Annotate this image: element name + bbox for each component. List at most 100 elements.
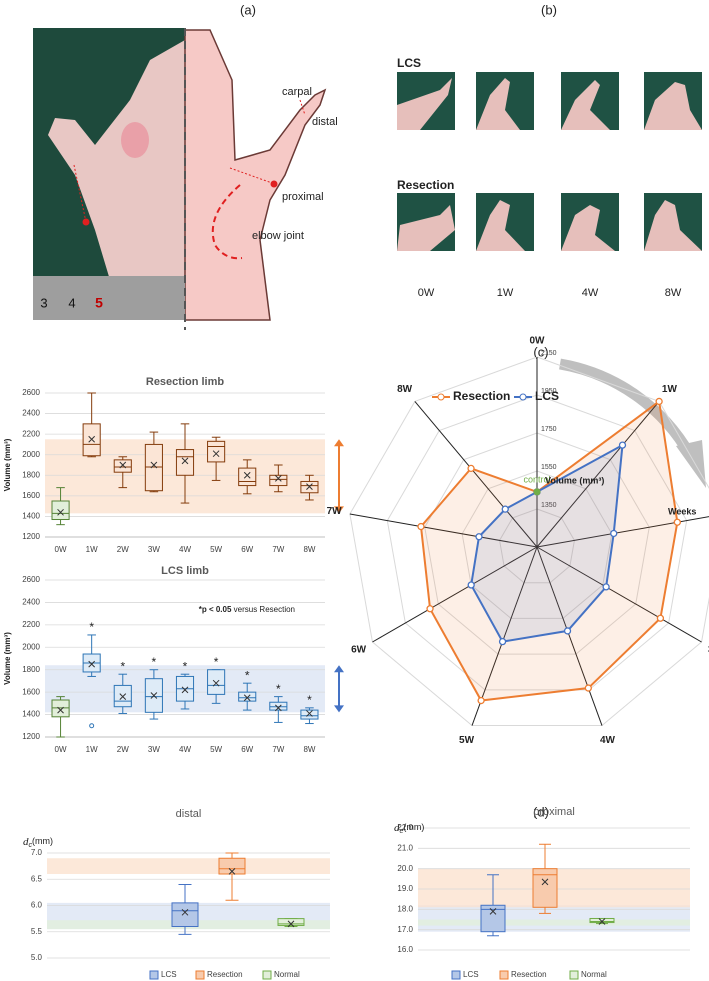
limb [397,78,452,130]
legend-label: Resection [453,389,510,403]
mean-marker [541,878,549,886]
x-tick-label: 5W [210,745,222,754]
box [207,440,226,463]
rat-drawing [184,29,327,321]
limb-shapes [397,78,702,251]
annotation-bold: *p < 0.05 [199,605,232,614]
radar-point [602,583,610,591]
limb [476,200,525,251]
mean-marker [150,692,158,699]
y-tick-label: 22.0 [397,823,413,832]
significance-marker: * [183,659,188,673]
mean-marker [150,461,158,469]
proximal-point [270,180,278,188]
range-band [418,919,690,926]
box [113,459,132,473]
radar-point [618,441,627,449]
legend-label: Normal [581,970,607,979]
legend-label: Normal [274,970,300,979]
radar-point [563,627,572,635]
x-tick-label: 5W [210,545,222,554]
mean-marker [181,457,189,465]
ruler-label: 5 [95,295,103,311]
x-tick-label: 2W [117,545,129,554]
radar-spoke [536,546,702,643]
photo-label: proximal [282,191,324,203]
radar-tick-label: 2150 [541,350,557,357]
radar-axis-label: 5W [459,735,475,746]
range-arrow-head [334,665,344,673]
radar-axis-label: 1W [662,384,678,395]
range-arrow-head [334,506,344,514]
y-tick-label: 2200 [22,429,40,438]
chart-title: LCS limb [161,565,209,577]
radar-point [426,605,434,613]
range-arrow-head [334,705,344,713]
significance-marker: * [245,668,250,682]
box [238,467,257,487]
box [218,857,246,875]
radar-spoke [349,513,538,548]
photo-b: LCS Resection 0W 1W 4W 8W [397,56,702,299]
radar-tick-label: 1950 [541,388,557,395]
x-tick-label: 6W [241,545,253,554]
radar-area [419,399,679,702]
panel-label: (b) [541,2,557,17]
mean-marker [306,710,313,717]
legend-label: LCS [463,970,479,979]
radar-tick-label: 1750 [541,426,557,433]
limb [476,78,520,130]
x-tick-label: 6W [241,745,253,754]
legend-marker [437,393,445,401]
ruler-label: 3 [40,295,47,310]
mean-marker [181,908,189,916]
mean-marker [243,471,251,479]
photo-line [73,164,87,223]
y-tick-label: 1800 [22,470,40,479]
y-tick-label: 6.0 [31,901,43,910]
radar-axis-label: 6W [351,645,367,656]
y-label-unit: (mm) [403,822,424,832]
photo-label: distal [312,116,338,128]
range-band [47,858,330,874]
mean-marker [57,508,64,516]
weeks-arrow-head [676,440,706,488]
limb [397,205,455,251]
x-tick-label: 3W [148,545,160,554]
radar-ring [499,508,575,584]
radar-point [584,684,592,692]
control-point [533,488,541,496]
box [144,443,163,492]
mean-marker [88,435,96,443]
mean-marker [287,920,295,928]
mean-marker [243,694,251,702]
x-tick-label: 7W [272,545,284,554]
x-tick-label: 0W [55,745,67,754]
column-label: 0W [418,287,435,299]
box [238,691,257,702]
mean-marker [489,908,497,915]
y-axis-label: dc(mm) [23,836,53,849]
x-tick-label: 8W [303,745,315,754]
mean-marker [181,686,189,694]
mean-marker [212,679,220,687]
photo-label: elbow joint [252,230,304,242]
legend-swatch [149,970,159,980]
rat-ear [121,122,149,158]
photo-label: carpal [282,86,312,98]
box [300,709,319,720]
panel-label: (d) [533,804,549,819]
y-tick-label: 2000 [22,642,40,651]
radar-ring [349,356,709,727]
radar-axis-label: 4W [600,735,616,746]
legend-label: LCS [161,970,177,979]
mean-marker [598,918,606,925]
carpal-line [299,99,306,116]
radar-spoke [471,546,538,726]
radar-axis-label: 0W [530,336,546,347]
y-tick-label: 19.0 [397,884,413,893]
mean-marker [274,475,282,482]
mean-marker [228,868,236,875]
y-tick-label: 7.0 [31,848,43,857]
legend-swatch [569,970,579,980]
